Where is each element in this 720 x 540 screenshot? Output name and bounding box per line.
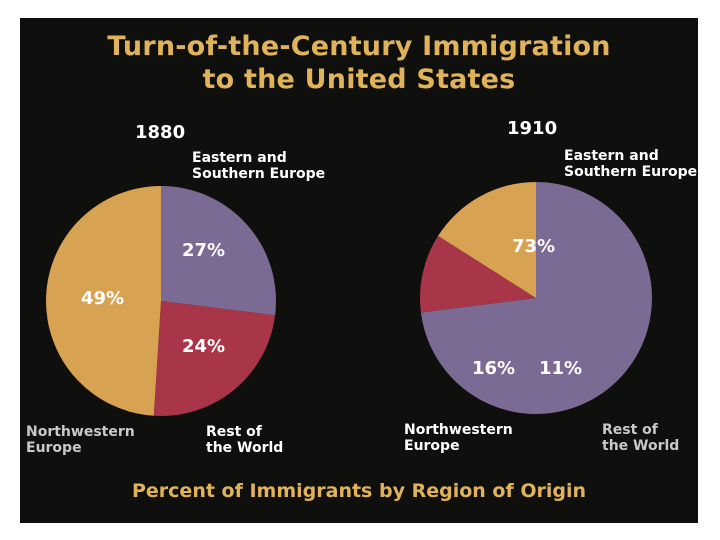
pie-1910-value-eastern-southern-europe: 73% — [512, 236, 556, 257]
pie-1880-label-eastern-southern-europe: Eastern and Southern Europe — [192, 150, 326, 182]
pie-1910-value-rest-of-world: 11% — [539, 358, 583, 379]
pie-chart-1910 — [420, 182, 652, 414]
pie-chart-1880 — [46, 186, 276, 416]
pie-1880-value-eastern-southern-europe: 27% — [182, 240, 226, 261]
pie-1880-year-label: 1880 — [135, 122, 186, 143]
pie-1880-label-rest-of-world: Rest of the World — [206, 424, 284, 456]
pie-1910-label-eastern-southern-europe: Eastern and Southern Europe — [564, 148, 698, 180]
pie-1880-slice-rest-of-world — [153, 301, 276, 416]
pie-1910-slice-eastern-southern-europe — [420, 182, 652, 414]
pie-1910-label-rest-of-world: Rest of the World — [602, 422, 680, 454]
pie-1910-slice-rest-of-world — [420, 235, 536, 313]
pie-1910-value-northwestern-europe: 16% — [472, 358, 516, 379]
pie-1910-year-label: 1910 — [507, 118, 558, 139]
chart-title: Turn-of-the-Century Immigration to the U… — [20, 30, 698, 96]
chart-footer-caption: Percent of Immigrants by Region of Origi… — [131, 480, 587, 502]
pie-1880-label-northwestern-europe: Northwestern Europe — [26, 424, 135, 456]
pie-1910-slice-northwestern-europe — [438, 182, 536, 298]
pie-1880-value-northwestern-europe: 49% — [81, 288, 125, 309]
chart-panel: Turn-of-the-Century Immigration to the U… — [20, 18, 698, 523]
pie-1910-label-northwestern-europe: Northwestern Europe — [404, 422, 513, 454]
pie-1880-slice-northwestern-europe — [46, 186, 161, 416]
pie-1880-value-rest-of-world: 24% — [182, 336, 226, 357]
pie-1880-slice-eastern-southern-europe — [161, 186, 276, 316]
chart-title-line2: to the United States — [202, 64, 516, 95]
chart-title-line1: Turn-of-the-Century Immigration — [107, 31, 611, 62]
